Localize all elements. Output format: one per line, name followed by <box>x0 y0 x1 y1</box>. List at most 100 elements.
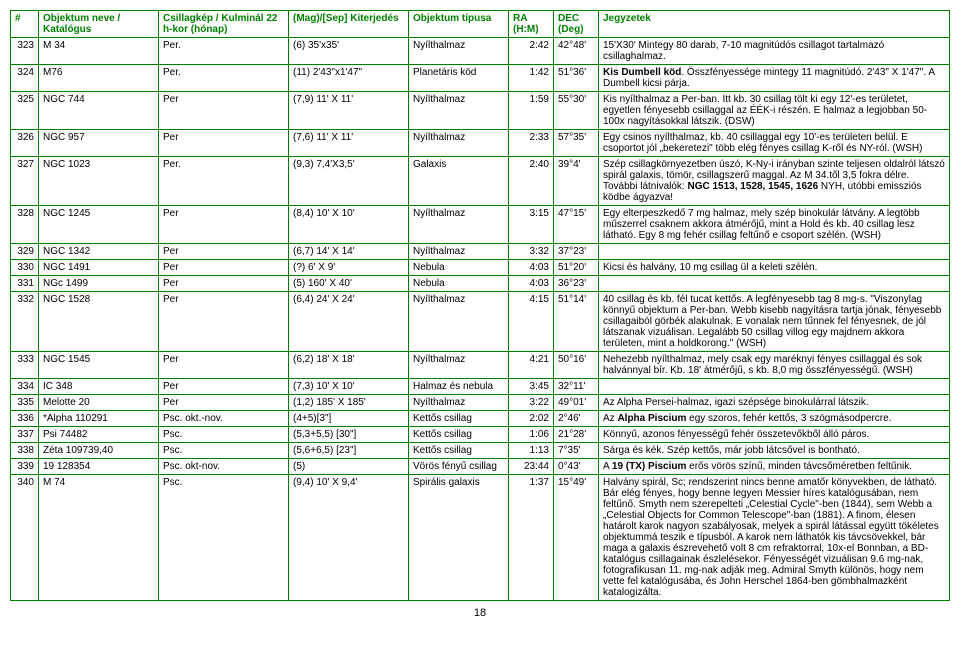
table-row: 33919 128354Psc. okt-nov.(5)Vörös fényű … <box>11 459 950 475</box>
cell-dec: 36°23' <box>554 276 599 292</box>
cell-ra: 1:42 <box>509 65 554 92</box>
cell-type: Nyílthalmaz <box>409 130 509 157</box>
cell-type: Nyílthalmaz <box>409 244 509 260</box>
cell-notes <box>599 379 950 395</box>
cell-const: Per <box>159 260 289 276</box>
cell-name: NGC 1491 <box>39 260 159 276</box>
cell-num: 325 <box>11 92 39 130</box>
cell-notes: Halvány spirál, Sc; rendszerint nincs be… <box>599 475 950 601</box>
cell-mag: (5,6+6,5) [23"] <box>289 443 409 459</box>
cell-type: Planetáris köd <box>409 65 509 92</box>
cell-num: 333 <box>11 352 39 379</box>
hdr-name: Objektum neve / Katalógus <box>39 11 159 38</box>
cell-num: 335 <box>11 395 39 411</box>
cell-ra: 2:33 <box>509 130 554 157</box>
page-number: 18 <box>10 607 950 619</box>
hdr-mag: (Mag)/[Sep] Kiterjedés <box>289 11 409 38</box>
hdr-const: Csillagkép / Kulminál 22 h-kor (hónap) <box>159 11 289 38</box>
cell-ra: 1:13 <box>509 443 554 459</box>
cell-type: Galaxis <box>409 157 509 206</box>
cell-const: Per <box>159 292 289 352</box>
table-row: 330NGC 1491Per(?) 6' X 9'Nebula4:0351°20… <box>11 260 950 276</box>
cell-notes <box>599 276 950 292</box>
cell-mag: (?) 6' X 9' <box>289 260 409 276</box>
cell-notes: Egy csinos nyílthalmaz, kb. 40 csillagga… <box>599 130 950 157</box>
cell-num: 331 <box>11 276 39 292</box>
cell-name: Psi 74482 <box>39 427 159 443</box>
cell-type: Vörös fényű csillag <box>409 459 509 475</box>
cell-mag: (9,3) 7,4'X3,5' <box>289 157 409 206</box>
cell-type: Nyílthalmaz <box>409 38 509 65</box>
cell-name: IC 348 <box>39 379 159 395</box>
cell-dec: 15°49' <box>554 475 599 601</box>
cell-const: Psc. okt.-nov. <box>159 411 289 427</box>
cell-num: 334 <box>11 379 39 395</box>
cell-mag: (1,2) 185' X 185' <box>289 395 409 411</box>
cell-dec: 49°01' <box>554 395 599 411</box>
cell-ra: 2:42 <box>509 38 554 65</box>
cell-notes: 40 csillag és kb. fél tucat kettős. A le… <box>599 292 950 352</box>
cell-type: Nyílthalmaz <box>409 92 509 130</box>
cell-notes: Szép csillagkörnyezetben úszó, K-Ny-i ir… <box>599 157 950 206</box>
cell-mag: (4+5)[3"] <box>289 411 409 427</box>
cell-type: Nyílthalmaz <box>409 292 509 352</box>
table-row: 338Zéta 109739,40Psc.(5,6+6,5) [23"]Kett… <box>11 443 950 459</box>
cell-const: Per. <box>159 65 289 92</box>
cell-name: NGC 1528 <box>39 292 159 352</box>
cell-ra: 4:15 <box>509 292 554 352</box>
cell-mag: (6,2) 18' X 18' <box>289 352 409 379</box>
table-row: 335Melotte 20Per(1,2) 185' X 185'Nyíltha… <box>11 395 950 411</box>
cell-num: 339 <box>11 459 39 475</box>
cell-notes: Az Alpha Piscium egy szoros, fehér kettő… <box>599 411 950 427</box>
cell-const: Psc. <box>159 443 289 459</box>
cell-mag: (11) 2'43"x1'47" <box>289 65 409 92</box>
table-row: 331NGc 1499Per(5) 160' X 40'Nebula4:0336… <box>11 276 950 292</box>
cell-ra: 3:45 <box>509 379 554 395</box>
cell-notes: Kis Dumbell köd. Összfényessége mintegy … <box>599 65 950 92</box>
cell-notes: 15'X30' Mintegy 80 darab, 7-10 magnitúdó… <box>599 38 950 65</box>
cell-mag: (5,3+5,5) [30"] <box>289 427 409 443</box>
cell-dec: 51°14' <box>554 292 599 352</box>
cell-dec: 0°43' <box>554 459 599 475</box>
cell-const: Per <box>159 130 289 157</box>
cell-name: Melotte 20 <box>39 395 159 411</box>
cell-ra: 1:59 <box>509 92 554 130</box>
cell-type: Kettős csillag <box>409 411 509 427</box>
cell-num: 326 <box>11 130 39 157</box>
cell-const: Per <box>159 92 289 130</box>
cell-notes: Kis nyílthalmaz a Per-ban. Itt kb. 30 cs… <box>599 92 950 130</box>
table-row: 325NGC 744Per(7,9) 11' X 11'Nyílthalmaz1… <box>11 92 950 130</box>
cell-name: NGC 957 <box>39 130 159 157</box>
cell-ra: 1:37 <box>509 475 554 601</box>
cell-num: 329 <box>11 244 39 260</box>
cell-dec: 37°23' <box>554 244 599 260</box>
table-row: 337Psi 74482Psc.(5,3+5,5) [30"]Kettős cs… <box>11 427 950 443</box>
cell-name: NGC 1545 <box>39 352 159 379</box>
cell-type: Halmaz és nebula <box>409 379 509 395</box>
cell-mag: (7,9) 11' X 11' <box>289 92 409 130</box>
hdr-type: Objektum típusa <box>409 11 509 38</box>
cell-name: M 74 <box>39 475 159 601</box>
header-row: # Objektum neve / Katalógus Csillagkép /… <box>11 11 950 38</box>
cell-type: Kettős csillag <box>409 427 509 443</box>
cell-mag: (7,3) 10' X 10' <box>289 379 409 395</box>
cell-dec: 2°46' <box>554 411 599 427</box>
cell-const: Per <box>159 244 289 260</box>
cell-name: M 34 <box>39 38 159 65</box>
cell-dec: 32°11' <box>554 379 599 395</box>
cell-type: Nebula <box>409 260 509 276</box>
cell-type: Nyílthalmaz <box>409 395 509 411</box>
cell-const: Per <box>159 352 289 379</box>
cell-ra: 3:15 <box>509 206 554 244</box>
cell-dec: 51°36' <box>554 65 599 92</box>
cell-notes: Könnyű, azonos fényességű fehér összetev… <box>599 427 950 443</box>
table-row: 336*Alpha 110291Psc. okt.-nov.(4+5)[3"]K… <box>11 411 950 427</box>
hdr-dec: DEC (Deg) <box>554 11 599 38</box>
cell-const: Per <box>159 206 289 244</box>
cell-num: 332 <box>11 292 39 352</box>
table-row: 323M 34Per.(6) 35'x35'Nyílthalmaz2:4242°… <box>11 38 950 65</box>
cell-name: M76 <box>39 65 159 92</box>
table-row: 332NGC 1528Per(6,4) 24' X 24'Nyílthalmaz… <box>11 292 950 352</box>
cell-type: Nebula <box>409 276 509 292</box>
cell-name: NGc 1499 <box>39 276 159 292</box>
